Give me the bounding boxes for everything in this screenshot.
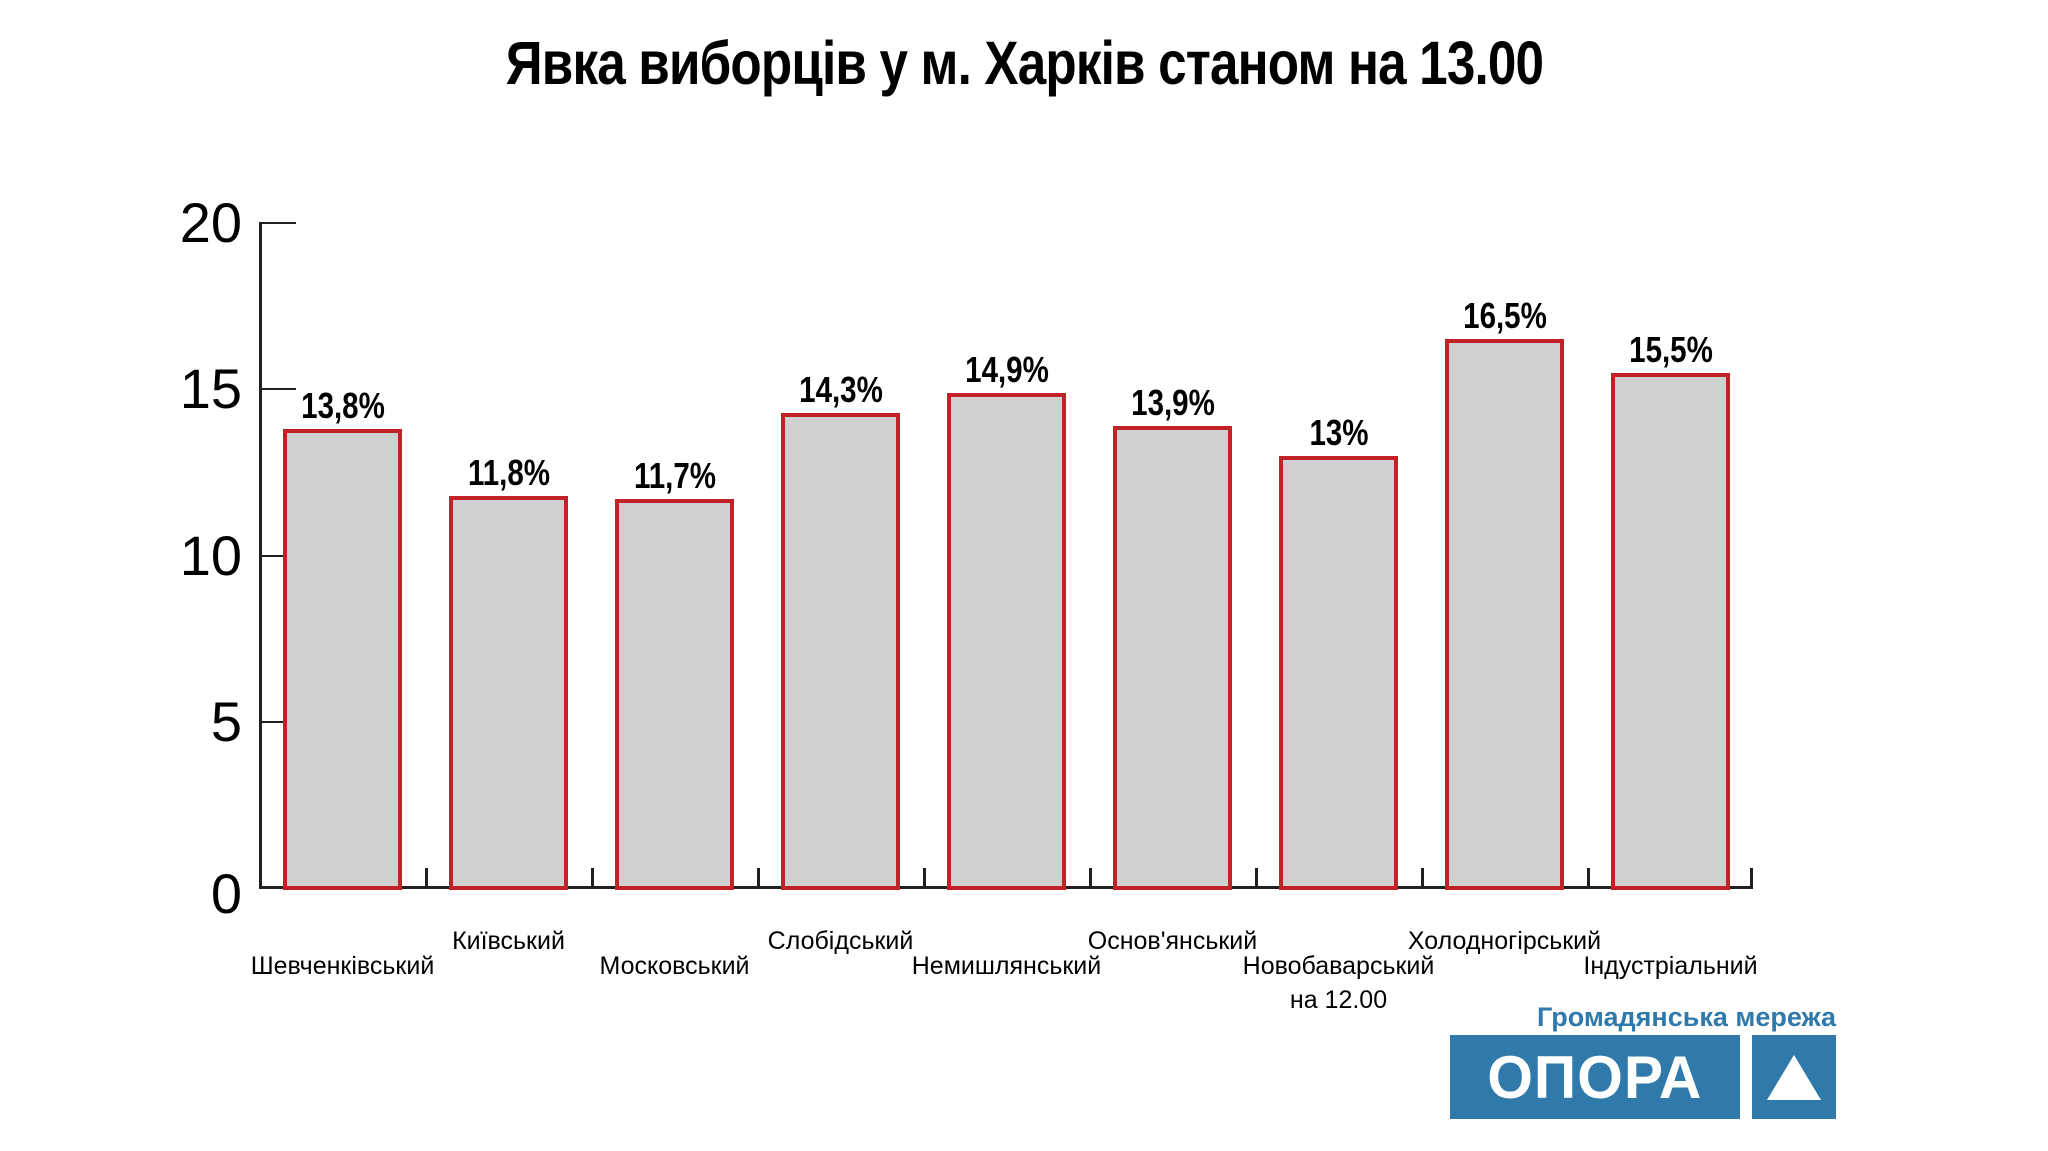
y-tick [260,554,296,557]
x-tick [1421,868,1424,886]
bar-value-label: 14,9% [964,348,1049,390]
bar-value-label: 14,3% [798,368,883,410]
y-tick-label: 20 [179,191,242,254]
y-tick [260,222,296,224]
bar [947,392,1066,890]
y-tick-label: 5 [210,689,242,753]
x-axis-label: Основ'янський [1087,927,1258,955]
bar [1279,455,1398,890]
bar-value-label: 13% [1308,411,1369,453]
x-axis-label: Індустріальний [1583,952,1758,980]
x-axis-label: Київський [452,927,565,955]
chart-title-row: Явка виборців у м. Харків станом на 13.0… [0,28,2048,98]
x-axis-label: Московський [599,952,750,980]
x-axis-label: Новобаварський [1242,952,1435,980]
x-tick [1587,868,1590,886]
x-axis-label: Слобідський [767,927,914,955]
x-tick [425,868,428,886]
triangle-up-icon [1767,1054,1821,1100]
bar [283,429,402,890]
bar [1445,339,1564,890]
x-axis-label: Холодногірський [1407,927,1602,955]
opora-logo: ОПОРА [1450,1035,1740,1119]
x-axis-label: Немишлянський [911,952,1102,980]
bar-value-label: 11,7% [633,454,716,496]
opora-logo-text: ОПОРА [1487,1043,1703,1111]
bar-value-label: 11,8% [467,451,550,493]
chart-title: Явка виборців у м. Харків станом на 13.0… [505,29,1543,97]
y-tick-label: 15 [179,357,242,421]
x-tick [757,868,760,886]
y-tick-label: 10 [179,523,242,587]
bar [449,495,568,890]
bar-value-label: 13,8% [300,385,385,427]
x-tick [1089,868,1092,886]
brand-network-label: Громадянська мережа [1536,1002,1836,1032]
bar-value-label: 13,9% [1130,381,1215,423]
bar [781,412,900,890]
bar [615,498,734,890]
y-tick [260,720,296,723]
x-tick [1255,868,1258,886]
x-tick [591,868,594,886]
bar-value-label: 16,5% [1462,295,1547,337]
bar [1611,372,1730,890]
y-tick [260,388,296,391]
x-tick [923,868,926,886]
x-axis-label: Шевченківський [250,952,435,980]
y-tick-label: 0 [210,862,242,925]
x-axis-sublabel: на 12.00 [1289,986,1388,1014]
bar [1113,425,1232,890]
bar-value-label: 15,5% [1628,328,1713,370]
opora-logo-mark [1752,1035,1836,1119]
x-tick [1750,868,1753,886]
